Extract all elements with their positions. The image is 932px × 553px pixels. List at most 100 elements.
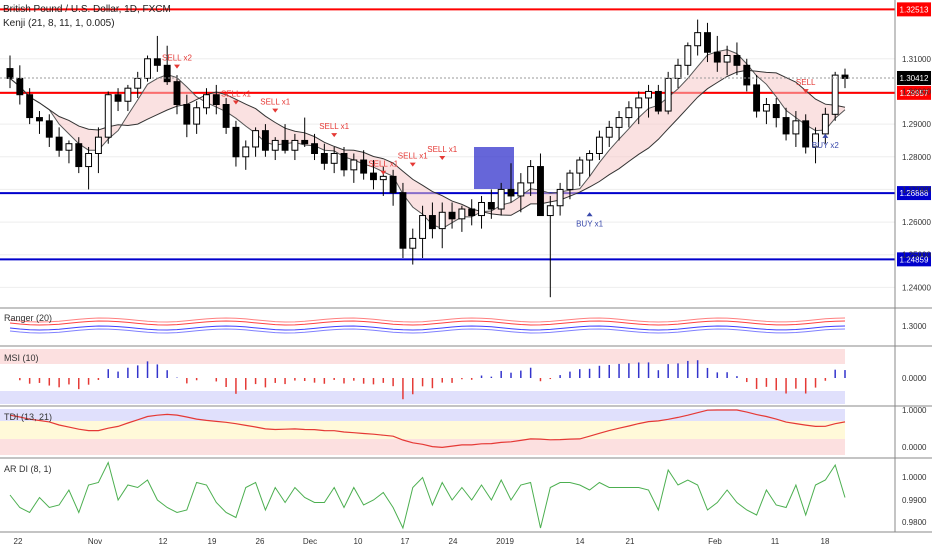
level-price-tag [897, 2, 931, 17]
candle-body [753, 84, 761, 112]
candle-body [625, 107, 633, 119]
signal-label: SELL x1 [368, 160, 398, 169]
signal-label: BUY x2 [812, 141, 840, 150]
tdi-line [9, 409, 846, 449]
candle-body [576, 159, 584, 174]
current-price-tag [897, 70, 931, 85]
signal-label: SELL x1 [260, 98, 290, 107]
kenji-fast-line [9, 49, 846, 230]
candle-body [802, 120, 810, 148]
candle-body [281, 139, 289, 151]
candle-body [6, 68, 14, 79]
time-tick-label: 21 [626, 537, 635, 546]
candle-body [212, 94, 220, 106]
candle-body [36, 117, 43, 122]
candle-body [566, 172, 574, 190]
current-price-label: 1.30412 [900, 74, 929, 83]
candle-body [782, 117, 790, 135]
ardi-label: AR DI (8, 1) [4, 464, 52, 474]
candle-body [743, 64, 751, 86]
chart-title-box: British Pound / U.S. Dollar, 1D, FXCM Ke… [3, 3, 171, 31]
level-price-tag [897, 252, 931, 267]
candle-body [389, 175, 397, 194]
candle-body [664, 77, 672, 112]
ranger-band [9, 325, 846, 331]
candle-body [55, 136, 63, 151]
time-tick-label: 18 [821, 537, 830, 546]
candle-body [350, 159, 358, 171]
level-price-tag [897, 85, 931, 100]
candle-body [812, 133, 819, 148]
time-tick-label: 10 [354, 537, 363, 546]
ranger-band [9, 328, 846, 334]
candle-body [134, 77, 142, 89]
candle-body [595, 136, 603, 154]
candle-body [497, 188, 505, 210]
msi-pane: 0.0000 [0, 349, 927, 404]
candle-body [311, 143, 318, 155]
candle-body [537, 166, 544, 217]
candle-body [645, 90, 652, 99]
level-price-label: 1.24859 [900, 255, 929, 264]
candle-body [586, 153, 594, 161]
time-tick-label: 12 [159, 537, 168, 546]
candle-body [674, 64, 682, 79]
time-tick-label: 11 [771, 537, 780, 546]
candle-body [360, 159, 368, 174]
tdi-mid-zone [0, 421, 845, 439]
price-tick-label: 1.26000 [902, 218, 931, 227]
ranger-band [9, 320, 846, 326]
candles [0, 19, 895, 298]
candle-body [733, 55, 741, 66]
ardi-pane: 1.0000 0.9900 0.9800 [9, 461, 927, 530]
candle-body [330, 153, 338, 164]
signal-label: SELL x1 [319, 122, 349, 131]
signal-label: SELL [796, 78, 816, 87]
candle-body [153, 58, 161, 66]
candle-body [694, 32, 702, 47]
level-price-label: 1.32513 [900, 5, 929, 14]
candle-body [399, 192, 407, 249]
ardi-tick-label: 1.0000 [902, 473, 927, 482]
price-tick-label: 1.28000 [902, 153, 931, 162]
candle-body [65, 143, 73, 151]
signal-arrow [272, 108, 279, 113]
ranger-pane: 1.3000 [9, 317, 927, 334]
candle-body [16, 77, 24, 96]
signal-arrow [439, 156, 446, 161]
candle-body [379, 175, 387, 181]
ranger-tick-label: 1.3000 [902, 322, 927, 331]
signal-arrow [331, 133, 338, 138]
candle-body [104, 94, 112, 138]
tdi-upper-zone [0, 409, 845, 421]
candle-body [301, 139, 309, 145]
candle-body [291, 139, 299, 151]
candle-body [517, 182, 525, 197]
signal-label: BUY x1 [576, 219, 604, 228]
tdi-tick-label: 1.0000 [902, 406, 927, 415]
candle-body [222, 104, 230, 128]
candle-body [487, 201, 495, 210]
tdi-lower-zone [0, 439, 845, 455]
highlight-box [474, 147, 514, 189]
candle-body [478, 201, 485, 217]
time-axis: 22 Nov 12 19 26 Dec 10 17 24 2019 14 21 Feb 11 18 [14, 537, 830, 546]
level-price-tag [897, 186, 931, 201]
candle-body [85, 153, 93, 168]
candle-body [124, 87, 132, 102]
candle-body [468, 208, 476, 217]
candle-body [45, 120, 53, 138]
main-pane-bg [0, 0, 895, 307]
msi-lower-zone [0, 391, 845, 404]
signal-label: SELL x1 [398, 152, 428, 161]
candle-body [762, 104, 770, 112]
ardi-line [9, 461, 846, 530]
ranger-band [9, 317, 846, 323]
candle-body [704, 32, 711, 53]
level-price-label: 1.29957 [900, 89, 929, 98]
candle-body [615, 117, 623, 128]
ardi-tick-label: 0.9800 [902, 518, 927, 527]
candle-body [242, 146, 250, 158]
candle-body [458, 208, 466, 220]
